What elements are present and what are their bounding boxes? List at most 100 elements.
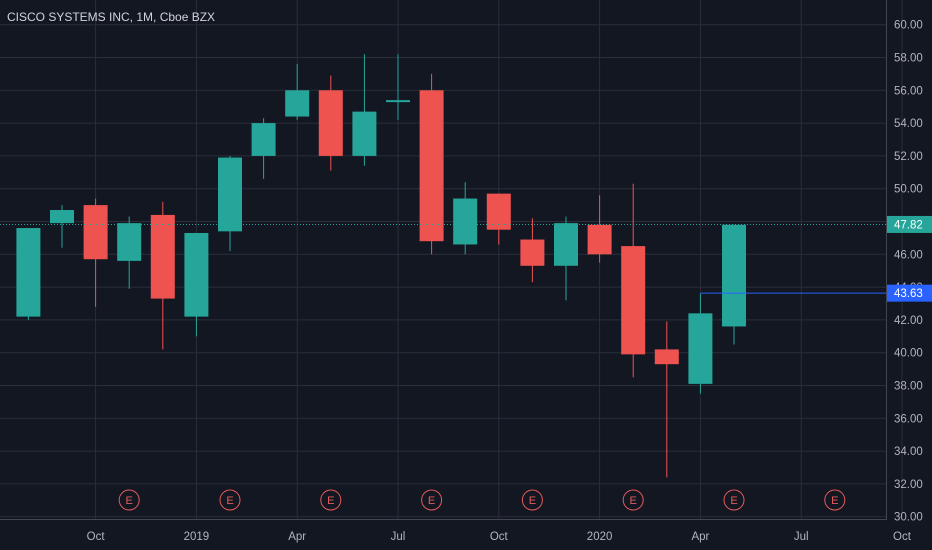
candle[interactable] [150, 201, 175, 350]
candle-body [554, 223, 578, 266]
time-tick-label: Jul [391, 531, 406, 543]
price-tick-label: 40.00 [894, 348, 923, 360]
candle[interactable] [453, 182, 478, 255]
time-tick-label: 2020 [587, 531, 613, 543]
time-tick-label: Oct [893, 531, 912, 543]
candle[interactable] [722, 224, 746, 345]
price-tick-label: 46.00 [894, 249, 923, 261]
price-tick-label: 56.00 [894, 85, 923, 97]
candle-body [688, 313, 713, 384]
price-tick-label: 36.00 [894, 413, 923, 425]
candle-body [419, 90, 444, 242]
earnings-circle [622, 489, 644, 511]
price-tick-label: 32.00 [894, 479, 923, 491]
candle-body [251, 123, 276, 156]
earnings-marker[interactable]: E [421, 489, 443, 511]
candle-body [184, 232, 209, 317]
earnings-label: E [428, 495, 435, 507]
candle[interactable] [218, 155, 242, 252]
last-price-tag-bg [887, 215, 932, 233]
candle[interactable] [587, 195, 612, 263]
time-tick-label: Apr [691, 531, 709, 543]
earnings-circle [824, 489, 846, 511]
candle-body [722, 224, 746, 327]
marker-price-tag-bg [887, 284, 932, 302]
candle[interactable] [621, 183, 646, 378]
earnings-marker[interactable]: E [219, 489, 241, 511]
last-price-tag-label: 47.82 [894, 219, 923, 231]
candle[interactable] [520, 218, 545, 283]
candle-body [587, 224, 612, 255]
earnings-marker[interactable]: E [824, 489, 846, 511]
marker-price-tag: 43.63 [887, 284, 932, 302]
time-tick-label: Oct [490, 531, 509, 543]
candle[interactable] [419, 73, 444, 255]
price-tags: 47.82 43.63 [887, 215, 932, 302]
candle-body [83, 205, 108, 260]
price-tick-label: 52.00 [894, 151, 923, 163]
earnings-label: E [529, 495, 536, 507]
earnings-marker[interactable]: E [723, 489, 745, 511]
earnings-marker[interactable]: E [521, 489, 543, 511]
candle[interactable] [285, 64, 310, 120]
time-tick-label: 2019 [184, 531, 210, 543]
earnings-label: E [730, 495, 737, 507]
candle[interactable] [318, 75, 343, 171]
candle[interactable] [352, 54, 377, 166]
candle-body [285, 90, 310, 117]
candle-body [453, 198, 478, 245]
earnings-label: E [630, 495, 637, 507]
candle-body [150, 214, 175, 299]
price-tick-label: 42.00 [894, 315, 923, 327]
earnings-marker[interactable]: E [320, 489, 342, 511]
candle[interactable] [386, 54, 410, 120]
candle[interactable] [486, 193, 511, 245]
earnings-label: E [831, 495, 838, 507]
candle-body [654, 349, 679, 365]
candle-body [50, 210, 74, 224]
price-tick-label: 60.00 [894, 20, 923, 32]
earnings-label: E [126, 495, 133, 507]
marker-price-tag-label: 43.63 [894, 288, 923, 300]
candle[interactable] [117, 216, 142, 289]
candle-body [386, 100, 410, 103]
earnings-circle [521, 489, 543, 511]
candle[interactable] [16, 228, 41, 320]
earnings-label: E [226, 495, 233, 507]
candle[interactable] [554, 216, 578, 301]
time-axis[interactable]: Oct 2019 Apr Jul Oct 2020 Apr Jul Oct [87, 531, 912, 543]
candle-body [621, 246, 646, 355]
candles[interactable] [16, 54, 746, 478]
candle[interactable] [50, 205, 74, 248]
price-tick-label: 30.00 [894, 512, 923, 524]
candle[interactable] [688, 293, 713, 394]
last-price-tag: 47.82 [887, 215, 932, 233]
time-tick-label: Oct [87, 531, 106, 543]
candle-body [520, 239, 545, 266]
earnings-circle [118, 489, 140, 511]
price-lines [0, 223, 886, 294]
earnings-circle [723, 489, 745, 511]
candle-body [352, 111, 377, 156]
earnings-label: E [327, 495, 334, 507]
candle-body [16, 228, 41, 317]
candle[interactable] [83, 198, 108, 307]
candle-body [218, 157, 242, 232]
candle-body [117, 223, 142, 261]
earnings-marker[interactable]: E [622, 489, 644, 511]
candle-body [318, 90, 343, 156]
price-tick-label: 54.00 [894, 118, 923, 130]
earnings-circle [219, 489, 241, 511]
candle[interactable] [251, 118, 276, 179]
candle[interactable] [184, 232, 209, 337]
price-tick-label: 58.00 [894, 53, 923, 65]
price-tick-label: 34.00 [894, 446, 923, 458]
candle[interactable] [654, 321, 679, 478]
earnings-marker[interactable]: E [118, 489, 140, 511]
earnings-circle [421, 489, 443, 511]
price-tick-label: 38.00 [894, 381, 923, 393]
price-tick-label: 50.00 [894, 184, 923, 196]
